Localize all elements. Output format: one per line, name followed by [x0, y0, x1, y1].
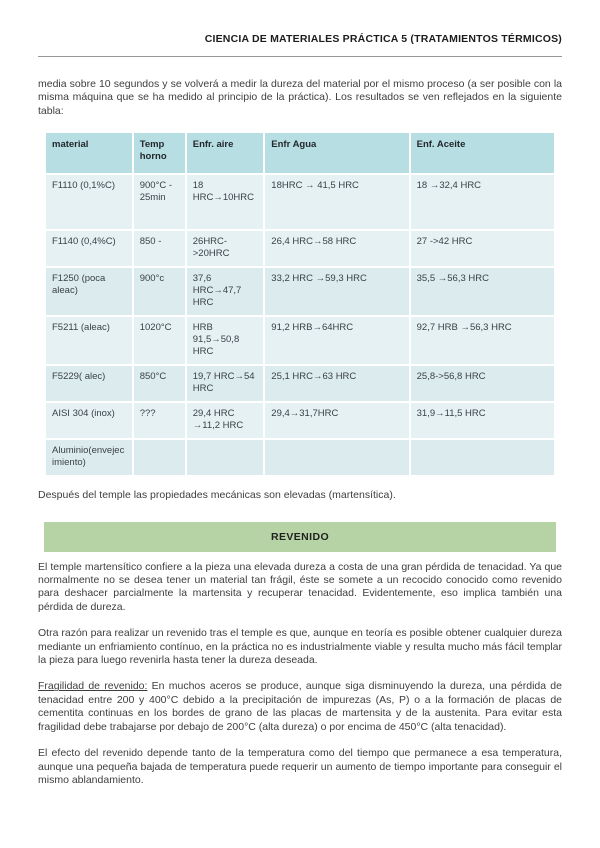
table-cell: 25,8->56,8 HRC — [408, 364, 557, 404]
page-title: CIENCIA DE MATERIALES PRÁCTICA 5 (TRATAM… — [38, 32, 562, 57]
intro-paragraph: media sobre 10 segundos y se volverá a m… — [38, 78, 562, 117]
table-cell — [184, 438, 266, 478]
table-cell: 27 ->42 HRC — [408, 229, 557, 269]
table-cell: F1110 (0,1%C) — [44, 173, 134, 232]
paragraph-temple-martensitico: El temple martensítico confiere a la pie… — [38, 560, 562, 613]
section-banner-revenido: REVENIDO — [44, 521, 556, 552]
table-cell: HRB 91,5→50,8 HRC — [184, 315, 266, 367]
table-cell: Aluminio(envejecimiento) — [44, 438, 134, 478]
table-cell: F5211 (aleac) — [44, 315, 134, 367]
table-cell: 29,4→31,7HRC — [263, 401, 411, 441]
table-cell: 33,2 HRC →59,3 HRC — [263, 266, 411, 318]
table-cell: 37,6 HRC→47,7 HRC — [184, 266, 266, 318]
table-cell: 18 HRC→10HRC — [184, 173, 266, 232]
table-cell: 850°C — [131, 364, 187, 404]
table-row: F1250 (poca aleac) 900°c 37,6 HRC→47,7 H… — [44, 266, 557, 318]
table-cell: ??? — [131, 401, 187, 441]
table-row: Aluminio(envejecimiento) — [44, 438, 557, 478]
table-header-cell: material — [44, 131, 134, 176]
table-cell: F1140 (0,4%C) — [44, 229, 134, 269]
table-row: F5229( alec) 850°C 19,7 HRC→54 HRC 25,1 … — [44, 364, 557, 404]
table-cell: 19,7 HRC→54 HRC — [184, 364, 266, 404]
table-cell: 900°C - 25min — [131, 173, 187, 232]
table-cell: 850 - — [131, 229, 187, 269]
table-cell: F5229( alec) — [44, 364, 134, 404]
table-cell: 25,1 HRC→63 HRC — [263, 364, 411, 404]
table-cell: 900°c — [131, 266, 187, 318]
paragraph-fragilidad: Fragilidad de revenido: En muchos aceros… — [38, 680, 562, 734]
table-header-cell: Enfr. aire — [184, 131, 266, 176]
table-cell: 92,7 HRB →56,3 HRC — [408, 315, 557, 367]
after-table-paragraph: Después del temple las propiedades mecán… — [38, 489, 396, 502]
table-cell: 18HRC → 41,5 HRC — [263, 173, 411, 232]
table-cell: AISI 304 (inox) — [44, 401, 134, 441]
table-cell: 1020°C — [131, 315, 187, 367]
table-cell: 29,4 HRC →11,2 HRC — [184, 401, 266, 441]
fragilidad-label: Fragilidad de revenido: — [38, 680, 148, 693]
table-cell: 26HRC->20HRC — [184, 229, 266, 269]
paragraph-otra-razon: Otra razón para realizar un revenido tra… — [38, 627, 562, 667]
table-cell: F1250 (poca aleac) — [44, 266, 134, 318]
table-row: F1110 (0,1%C) 900°C - 25min 18 HRC→10HRC… — [44, 173, 557, 232]
table-header-cell: Enf. Aceite — [408, 131, 557, 176]
table-cell — [408, 438, 557, 478]
table-header-row: material Temp horno Enfr. aire Enfr Agua… — [44, 131, 557, 176]
table-cell: 35,5 →56,3 HRC — [408, 266, 557, 318]
table-row: F5211 (aleac) 1020°C HRB 91,5→50,8 HRC 9… — [44, 315, 557, 367]
results-table: material Temp horno Enfr. aire Enfr Agua… — [44, 131, 557, 478]
table-cell: 18 →32,4 HRC — [408, 173, 557, 232]
table-cell: 26,4 HRC→58 HRC — [263, 229, 411, 269]
paragraph-efecto-revenido: El efecto del revenido depende tanto de … — [38, 747, 562, 786]
table-cell — [131, 438, 187, 478]
table-header-cell: Temp horno — [131, 131, 187, 176]
table-row: AISI 304 (inox) ??? 29,4 HRC →11,2 HRC 2… — [44, 401, 557, 441]
table-cell: 31,9→11,5 HRC — [408, 401, 557, 441]
table-cell — [263, 438, 411, 478]
fragilidad-text: En muchos aceros se produce, aunque siga… — [38, 680, 562, 733]
table-cell: 91,2 HRB→64HRC — [263, 315, 411, 367]
table-row: F1140 (0,4%C) 850 - 26HRC->20HRC 26,4 HR… — [44, 229, 557, 269]
table-header-cell: Enfr Agua — [263, 131, 411, 176]
